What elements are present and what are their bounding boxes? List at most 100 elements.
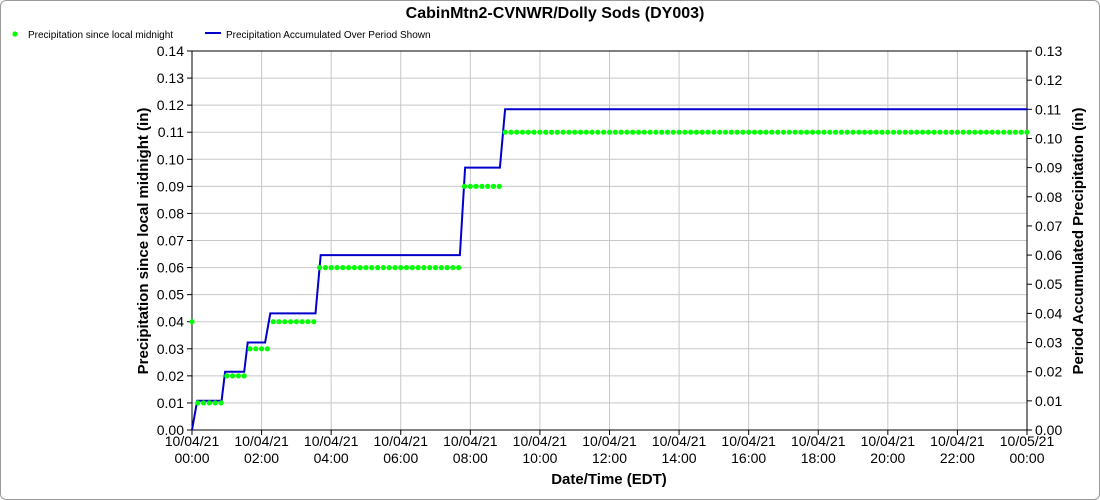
data-point <box>392 265 398 271</box>
data-point <box>363 265 369 271</box>
data-point <box>299 319 305 325</box>
grid-lines <box>191 50 1028 431</box>
data-point <box>885 129 891 135</box>
y-left-tick-label: 0.06 <box>157 260 184 276</box>
data-point <box>282 319 288 325</box>
accumulated-series <box>191 108 1027 431</box>
y-left-tick-label: 0.08 <box>157 205 184 221</box>
data-point <box>943 129 949 135</box>
data-point <box>479 183 485 189</box>
data-point <box>346 265 352 271</box>
data-point <box>780 129 787 135</box>
data-point <box>485 183 491 189</box>
y-left-tick-label: 0.04 <box>157 314 184 330</box>
data-point <box>432 265 439 271</box>
data-point <box>334 265 340 271</box>
x-tick-date: 10/04/21 <box>930 433 985 449</box>
data-point <box>583 129 589 135</box>
data-point <box>288 319 294 325</box>
data-point <box>369 265 375 271</box>
y-right-tick-label: 0.08 <box>1035 189 1062 205</box>
data-point <box>438 265 444 271</box>
x-axis: 10/04/2100:0010/04/2102:0010/04/2104:001… <box>165 430 1055 466</box>
x-tick-time: 10:00 <box>522 450 557 466</box>
data-point <box>1012 129 1019 135</box>
data-point <box>664 129 671 135</box>
data-point <box>519 129 526 135</box>
data-point <box>253 346 259 352</box>
accumulated-line <box>191 108 1027 431</box>
data-point <box>641 129 647 135</box>
data-point <box>705 129 711 135</box>
y-right-tick-label: 0.00 <box>1035 422 1062 438</box>
data-point <box>914 129 920 135</box>
data-point <box>838 129 845 135</box>
data-point <box>798 129 804 135</box>
data-point <box>821 129 827 135</box>
x-tick-time: 16:00 <box>731 450 766 466</box>
y-right-tick-label: 0.09 <box>1035 160 1062 176</box>
x-tick-date: 10/04/21 <box>652 433 707 449</box>
y-left-tick-label: 0.01 <box>157 395 184 411</box>
y-left-tick-label: 0.10 <box>157 151 184 167</box>
data-point <box>195 400 201 406</box>
data-point <box>206 400 212 406</box>
data-point <box>693 129 700 135</box>
data-point <box>769 129 775 135</box>
data-point <box>815 129 821 135</box>
data-point <box>415 265 421 271</box>
y-right-tick-label: 0.12 <box>1035 72 1062 88</box>
x-tick-time: 14:00 <box>662 450 697 466</box>
data-point <box>525 129 531 135</box>
y-right-tick-label: 0.02 <box>1035 364 1062 380</box>
data-point <box>543 129 549 135</box>
data-point <box>867 129 874 135</box>
data-point <box>931 129 937 135</box>
y-right-tick-label: 0.10 <box>1035 130 1062 146</box>
x-tick-date: 10/05/21 <box>1000 433 1055 449</box>
data-point <box>1001 129 1007 135</box>
right-y-axis: 0.00 0.01 0.02 0.03 0.04 0.05 0.06 0.07 0.08 0.09… <box>1027 43 1062 438</box>
midnight-series <box>189 129 1030 406</box>
x-tick-date: 10/04/21 <box>165 433 220 449</box>
data-point <box>247 346 253 352</box>
data-point <box>734 129 740 135</box>
data-point <box>972 129 978 135</box>
data-point <box>954 129 961 135</box>
data-point <box>647 129 653 135</box>
data-point <box>340 265 346 271</box>
data-point <box>572 129 578 135</box>
data-point <box>873 129 879 135</box>
data-point <box>264 346 270 352</box>
data-point <box>775 129 781 135</box>
data-point <box>792 129 798 135</box>
data-point <box>467 183 473 189</box>
data-point <box>322 265 328 271</box>
data-point <box>1018 129 1024 135</box>
x-tick-time: 00:00 <box>1009 450 1044 466</box>
data-point <box>328 265 334 271</box>
data-point <box>856 129 862 135</box>
y-right-tick-label: 0.01 <box>1035 393 1062 409</box>
data-point <box>891 129 897 135</box>
x-tick-date: 10/04/21 <box>304 433 359 449</box>
data-point <box>508 129 514 135</box>
data-point <box>577 129 584 135</box>
data-point <box>531 129 537 135</box>
data-point <box>270 319 276 325</box>
data-point <box>612 129 618 135</box>
data-point <box>983 129 990 135</box>
data-point <box>311 319 317 325</box>
y-right-tick-label: 0.03 <box>1035 335 1062 351</box>
data-point <box>496 183 502 189</box>
x-tick-date: 10/04/21 <box>582 433 637 449</box>
data-point <box>676 129 682 135</box>
y-right-tick-label: 0.04 <box>1035 305 1062 321</box>
legend-label-points: Precipitation since local midnight <box>28 30 173 41</box>
data-point <box>699 129 705 135</box>
data-point <box>728 129 734 135</box>
data-point <box>722 129 729 135</box>
data-point <box>908 129 914 135</box>
data-point <box>949 129 955 135</box>
